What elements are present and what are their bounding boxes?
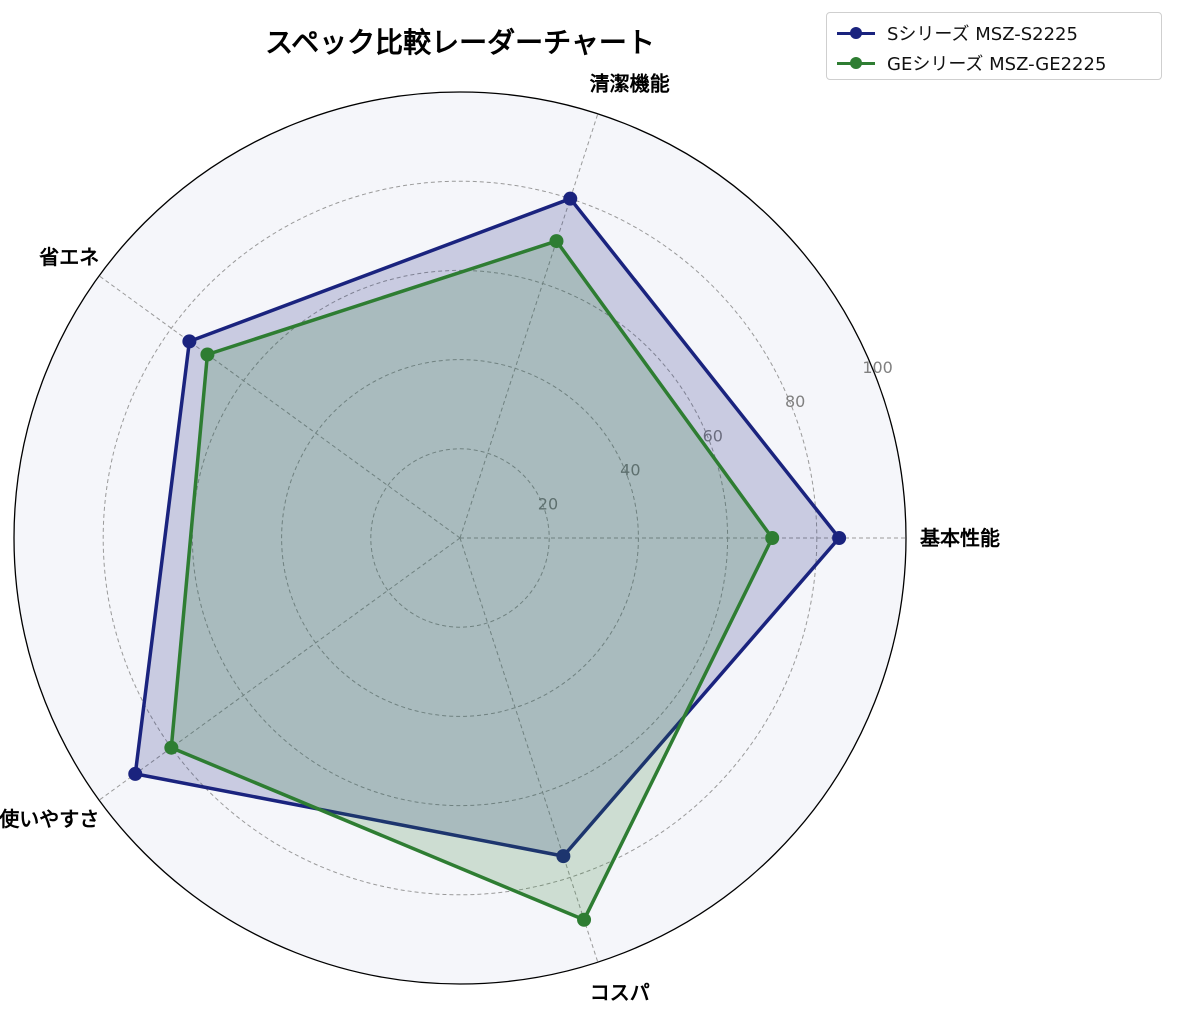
series-1-point-2 <box>200 347 215 362</box>
legend-swatch-ge-series <box>837 51 875 75</box>
axis-label-3: 使いやすさ <box>0 807 99 831</box>
series-0-point-1 <box>563 191 578 206</box>
spoke-4 <box>459 537 599 963</box>
series-area-1 <box>171 241 773 920</box>
legend-item-s-series: Sシリーズ MSZ-S2225 <box>837 21 1078 45</box>
series-layer <box>128 191 847 927</box>
series-0-point-0 <box>832 531 847 545</box>
spoke-3 <box>98 537 461 801</box>
legend-label-ge-series: GEシリーズ MSZ-GE2225 <box>887 54 1107 75</box>
chart-title: スペック比較レーダーチャート <box>265 26 655 59</box>
grid-ring-20 <box>370 448 550 628</box>
axis-label-1: 清潔機能 <box>590 71 670 95</box>
tick-label-60: 60 <box>703 426 723 445</box>
series-1-point-4 <box>577 912 592 927</box>
outer-ring <box>13 91 907 985</box>
tick-label-80: 80 <box>785 392 805 411</box>
axis-label-0: 基本性能 <box>920 526 1000 550</box>
tick-label-20: 20 <box>538 495 558 514</box>
legend: Sシリーズ MSZ-S2225 GEシリーズ MSZ-GE2225 <box>826 12 1162 80</box>
spoke-1 <box>459 113 599 539</box>
series-line-1 <box>169 239 774 922</box>
series-0-point-2 <box>182 334 197 349</box>
series-1-point-3 <box>164 740 179 755</box>
tick-label-40: 40 <box>620 460 640 479</box>
grid-ring-80 <box>102 180 818 896</box>
series-0-point-3 <box>128 766 143 781</box>
series-0-point-4 <box>556 849 571 864</box>
series-1-point-1 <box>549 234 564 249</box>
axis-label-2: 省エネ <box>38 245 99 269</box>
legend-swatch-s-series <box>837 21 875 45</box>
spoke-2 <box>98 275 461 539</box>
legend-label-s-series: Sシリーズ MSZ-S2225 <box>887 24 1078 45</box>
series-area-0 <box>135 198 840 857</box>
legend-item-ge-series: GEシリーズ MSZ-GE2225 <box>837 51 1106 75</box>
series-line-0 <box>133 196 841 858</box>
spokes <box>98 113 906 963</box>
series-1-point-0 <box>765 531 780 545</box>
tick-label-100: 100 <box>862 358 893 377</box>
axis-label-4: コスパ <box>590 981 650 1005</box>
